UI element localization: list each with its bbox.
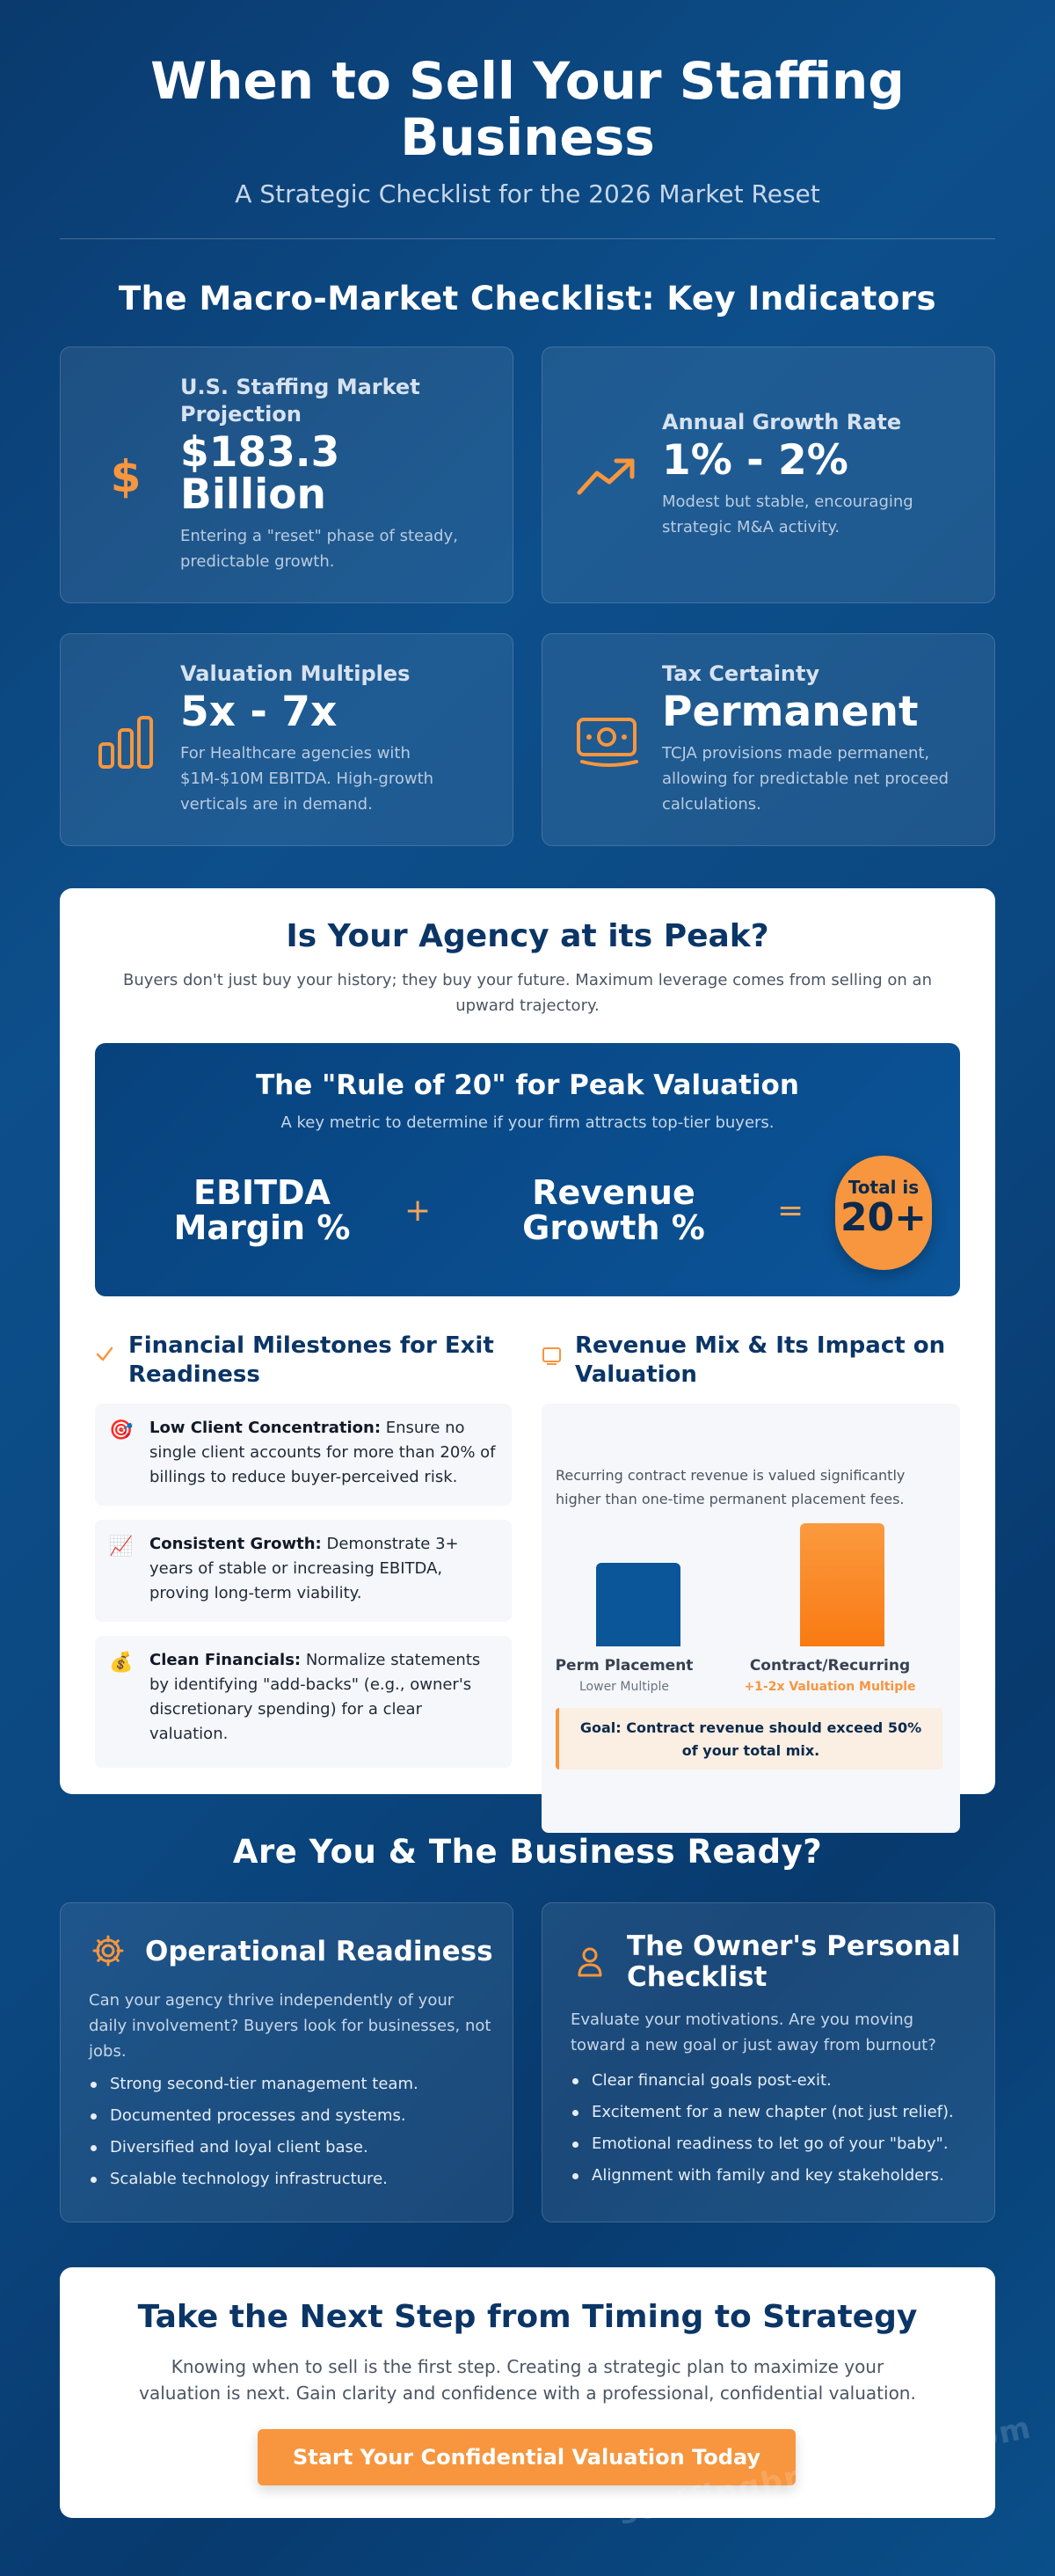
list-item: Alignment with family and key stakeholde…	[571, 2160, 977, 2192]
pie-chart-icon	[542, 1346, 563, 1368]
list-item: Strong second-tier management team.	[89, 2069, 495, 2100]
milestone-heading: Consistent Growth:	[149, 1535, 322, 1553]
operational-readiness-card: Operational Readiness Can your agency th…	[60, 1902, 513, 2222]
cta-title: Take the Next Step from Timing to Strate…	[137, 2299, 918, 2335]
goal-callout: Goal: Contract revenue should exceed 50%…	[556, 1708, 942, 1770]
indicator-value: $183.3 Billion	[180, 428, 340, 519]
revenue-mix-description: Recurring contract revenue is valued sig…	[556, 1467, 906, 1507]
gear-icon	[91, 1933, 126, 1968]
cta-text: Knowing when to sell is the first step. …	[139, 2356, 916, 2404]
peak-panel: Is Your Agency at its Peak? Buyers don't…	[60, 888, 995, 1833]
rule-subtitle: A key metric to determine if your firm a…	[280, 1113, 775, 1132]
list-item: Emotional readiness to let go of your "b…	[571, 2128, 977, 2160]
money-bag-icon: 💰	[109, 1652, 134, 1674]
trend-up-icon	[574, 442, 641, 509]
bar-label-contract: Contract/Recurring	[749, 1657, 911, 1675]
indicator-value: 1% - 2%	[662, 436, 848, 485]
ready-card-title: Operational Readiness	[145, 1936, 493, 1967]
indicator-value: 5x - 7x	[180, 688, 338, 736]
list-item: Documented processes and systems.	[89, 2100, 495, 2132]
indicator-value: Permanent	[662, 688, 919, 736]
owner-checklist-card: The Owner's Personal Checklist Evaluate …	[542, 1902, 995, 2222]
money-bill-icon	[574, 708, 641, 775]
bar-perm-placement	[596, 1563, 680, 1646]
ready-card-description: Evaluate your motivations. Are you movin…	[571, 2010, 936, 2054]
equals-sign: =	[777, 1193, 804, 1229]
milestone-item: 💰 Clean Financials: Normalize statements…	[95, 1636, 512, 1768]
rule-term-ebitda: EBITDA Margin %	[173, 1173, 351, 1247]
milestones-title: Financial Milestones for Exit Readiness	[128, 1332, 494, 1388]
indicator-label: U.S. Staffing Market Projection	[180, 375, 420, 427]
list-item: Clear financial goals post-exit.	[571, 2065, 977, 2097]
person-icon	[572, 1944, 608, 1979]
page-title: When to Sell Your Staffing Business	[150, 51, 905, 167]
page-subtitle: A Strategic Checklist for the 2026 Marke…	[235, 179, 820, 208]
indicator-card-valuation-multiples: Valuation Multiples 5x - 7x For Healthca…	[60, 633, 513, 846]
chart-growth-icon: 📈	[109, 1536, 134, 1558]
milestone-text: Ensure no single client accounts for mor…	[149, 1419, 496, 1486]
macro-section-title: The Macro-Market Checklist: Key Indicato…	[118, 280, 937, 317]
milestone-item: 📈 Consistent Growth: Demonstrate 3+ year…	[95, 1520, 512, 1622]
milestone-heading: Clean Financials:	[149, 1651, 302, 1669]
milestone-item: 🎯 Low Client Concentration: Ensure no si…	[95, 1404, 512, 1506]
peak-subtitle: Buyers don't just buy your history; they…	[123, 971, 932, 1015]
ready-card-description: Can your agency thrive independently of …	[89, 1991, 491, 2061]
rule-title: The "Rule of 20" for Peak Valuation	[256, 1069, 799, 1101]
header-divider	[60, 238, 995, 239]
indicator-card-market-projection: $ U.S. Staffing Market Projection $183.3…	[60, 347, 513, 603]
start-valuation-button[interactable]: Start Your Confidential Valuation Today	[258, 2429, 796, 2485]
cta-panel: Take the Next Step from Timing to Strate…	[60, 2267, 995, 2518]
indicator-card-growth-rate: Annual Growth Rate 1% - 2% Modest but st…	[542, 347, 995, 603]
peak-title: Is Your Agency at its Peak?	[286, 918, 769, 954]
rule-term-revenue-growth: Revenue Growth %	[522, 1173, 705, 1247]
plus-sign: +	[404, 1193, 432, 1229]
indicator-card-tax-certainty: Tax Certainty Permanent TCJA provisions …	[542, 633, 995, 846]
target-icon: 🎯	[109, 1419, 134, 1441]
svg-text:$: $	[111, 451, 142, 500]
total-value: 20+	[840, 1195, 928, 1240]
bar-sub-perm: Lower Multiple	[579, 1680, 669, 1694]
rule-of-20-box: The "Rule of 20" for Peak Valuation A ke…	[95, 1043, 960, 1296]
indicator-description: Modest but stable, encouraging strategic…	[662, 493, 913, 536]
milestone-text: Demonstrate 3+ years of stable or increa…	[149, 1535, 459, 1602]
indicator-label: Annual Growth Rate	[662, 410, 902, 434]
check-icon	[95, 1344, 114, 1367]
revenue-mix-box: Recurring contract revenue is valued sig…	[542, 1404, 960, 1833]
ready-section-title: Are You & The Business Ready?	[232, 1833, 823, 1871]
indicator-label: Valuation Multiples	[180, 661, 411, 686]
list-item: Excitement for a new chapter (not just r…	[571, 2097, 977, 2128]
milestone-heading: Low Client Concentration:	[149, 1419, 382, 1437]
total-badge: Total is 20+	[835, 1156, 932, 1270]
ready-card-list: Clear financial goals post-exit. Excitem…	[571, 2065, 977, 2192]
indicator-description: TCJA provisions made permanent, allowing…	[662, 744, 950, 814]
ready-card-title: The Owner's Personal Checklist	[627, 1930, 961, 1993]
indicator-description: For Healthcare agencies with $1M-$10M EB…	[180, 744, 434, 814]
bar-chart-icon	[92, 708, 159, 775]
total-label: Total is	[848, 1177, 920, 1198]
bar-label-perm: Perm Placement	[555, 1657, 694, 1675]
milestone-text: Normalize statements by identifying "add…	[149, 1651, 481, 1743]
indicator-label: Tax Certainty	[662, 661, 820, 686]
ready-card-list: Strong second-tier management team. Docu…	[89, 2069, 495, 2195]
bar-sub-contract: +1-2x Valuation Multiple	[744, 1680, 916, 1694]
dollar-icon: $	[92, 442, 159, 509]
bar-contract-recurring	[800, 1523, 884, 1646]
header: When to Sell Your Staffing Business A St…	[60, 53, 995, 208]
indicator-description: Entering a "reset" phase of steady, pred…	[180, 527, 458, 571]
list-item: Diversified and loyal client base.	[89, 2132, 495, 2164]
revenue-mix-title: Revenue Mix & Its Impact on Valuation	[575, 1332, 946, 1388]
list-item: Scalable technology infrastructure.	[89, 2164, 495, 2195]
